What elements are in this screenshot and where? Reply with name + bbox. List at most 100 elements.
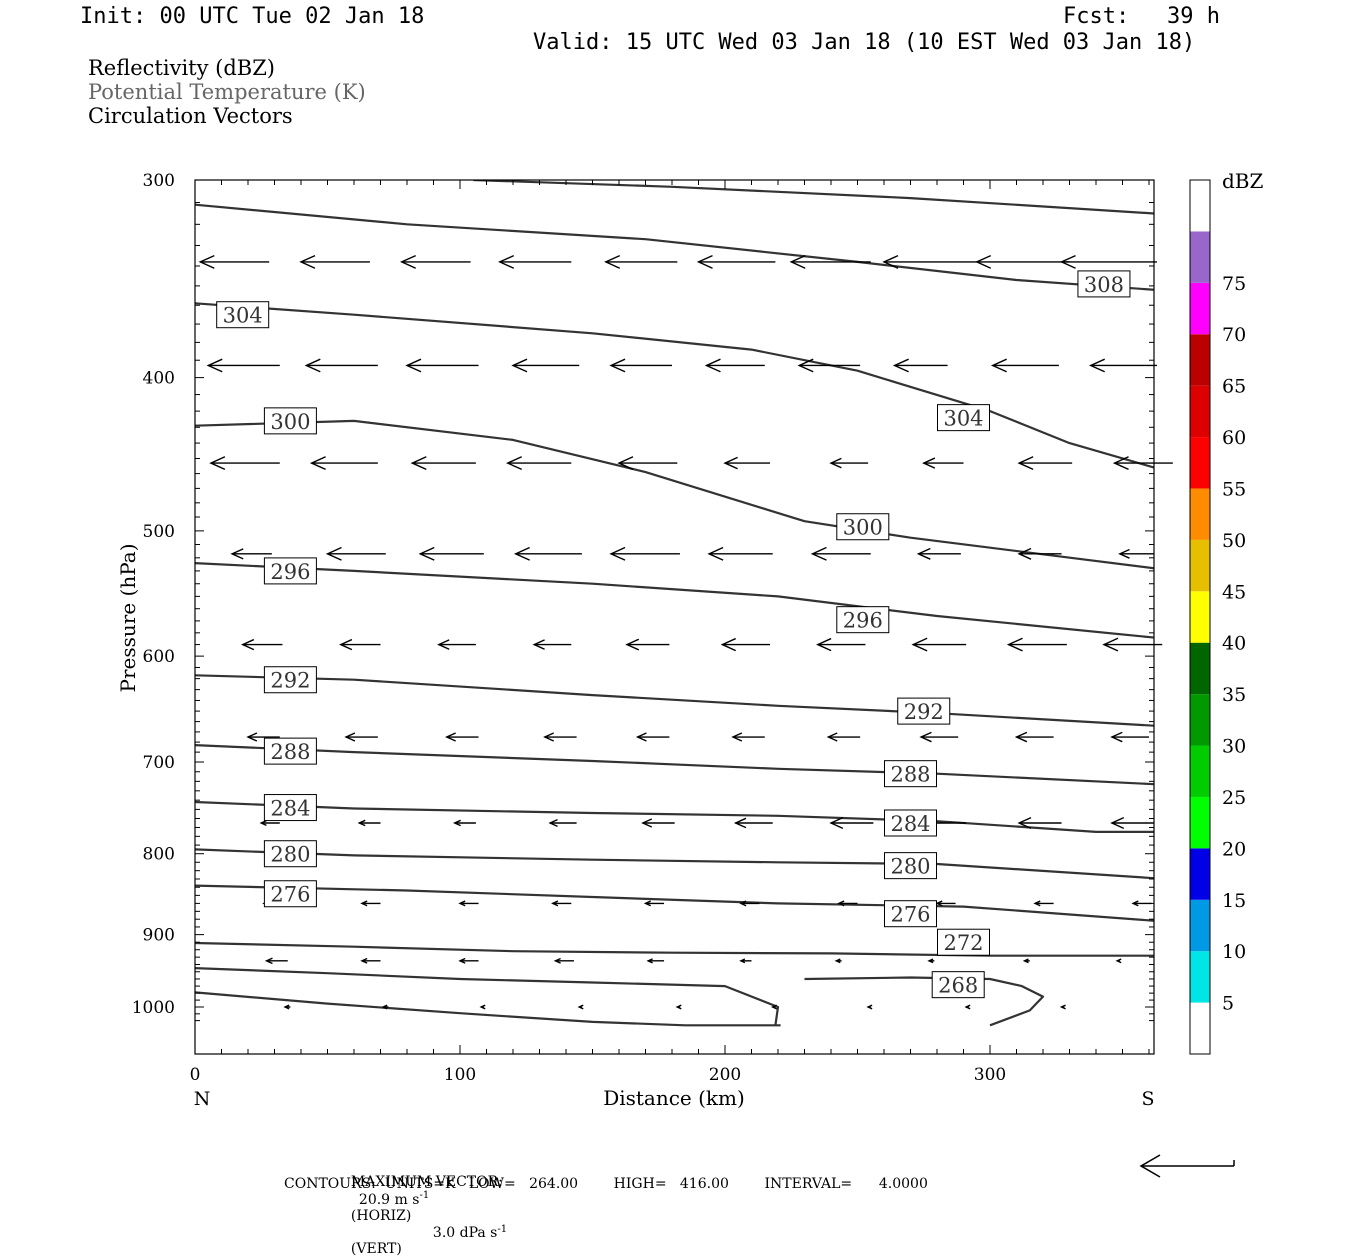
circulation-vector — [635, 732, 670, 742]
circulation-vector — [513, 546, 582, 561]
colorbar-level-label: 40 — [1222, 633, 1246, 655]
vector-head — [325, 546, 342, 561]
contour-label-text: 288 — [270, 740, 310, 764]
contour-label-text: 300 — [843, 516, 883, 540]
endpoint-left: N — [194, 1088, 211, 1110]
colorbar-swatch — [1190, 334, 1210, 386]
contour-label-292: 292 — [897, 697, 951, 725]
vectors-layer — [198, 254, 1173, 1010]
colorbar-swatch — [1190, 591, 1210, 643]
vector-head — [1006, 637, 1023, 652]
colorbar-swatch — [1190, 488, 1210, 540]
circulation-vector — [410, 456, 476, 471]
circulation-vector — [816, 637, 866, 652]
circulation-vector — [543, 732, 577, 742]
vector-head — [696, 254, 713, 269]
vector-head — [513, 546, 530, 561]
theta-contour-308 — [195, 203, 1154, 291]
colorbar-swatch — [1190, 848, 1210, 900]
circulation-vector — [498, 254, 572, 269]
vector-head — [837, 900, 845, 907]
theta-contour-300 — [195, 419, 1154, 570]
y-tick-label: 800 — [143, 845, 175, 865]
y-tick-label: 500 — [143, 522, 175, 542]
vert-exponent: -1 — [497, 1223, 508, 1235]
colorbar-level-label: 60 — [1222, 427, 1246, 449]
contour-label-text: 292 — [904, 700, 944, 724]
vector-head — [1022, 958, 1029, 964]
contour-label-box — [1077, 270, 1131, 298]
vector-head — [283, 1004, 290, 1010]
vector-head — [505, 456, 522, 471]
colorbar-swatch — [1190, 745, 1210, 797]
circulation-vector — [1059, 1004, 1066, 1010]
circulation-vector — [479, 1004, 486, 1010]
colorbar-level-label: 25 — [1222, 787, 1246, 809]
vector-head — [646, 958, 653, 964]
vector-head — [1017, 456, 1034, 471]
circulation-vector — [206, 358, 280, 373]
contour-label-300: 300 — [836, 513, 890, 541]
circulation-vector — [882, 254, 977, 269]
vector-head — [264, 957, 273, 965]
vector-head — [410, 456, 427, 471]
cross-section-chart: 268 272 276 276 280 280 284 284 288 288 292 292 296 2… — [116, 169, 1264, 1178]
circulation-vector — [641, 818, 675, 828]
vector-head — [1059, 1004, 1066, 1010]
contour-labels-layer: 268 272 276 276 280 280 284 284 288 288 292 292 296 2… — [216, 270, 1131, 999]
colorbar-level-label: 10 — [1222, 941, 1246, 963]
axes-layer: 0 100 200 300 300 400 500 600 700 800 900 1000 — [132, 171, 1154, 1085]
vector-head — [829, 457, 842, 469]
vector-head — [964, 1004, 971, 1010]
vector-head — [643, 900, 651, 907]
vector-head — [498, 254, 515, 269]
circulation-vector — [452, 819, 476, 827]
circulation-vector — [357, 819, 381, 827]
colorbar-swatch — [1190, 796, 1210, 849]
contour-label-text: 284 — [890, 812, 930, 836]
y-tick-label: 900 — [143, 926, 175, 946]
circulation-vector — [911, 637, 967, 652]
vector-head — [1110, 817, 1125, 829]
contour-label-292: 292 — [263, 666, 317, 694]
vector-head — [797, 358, 814, 373]
circulation-vector — [283, 1004, 291, 1010]
circulation-vector — [553, 957, 574, 964]
vector-head — [206, 358, 223, 373]
circulation-vector — [1017, 817, 1062, 829]
vector-head — [418, 546, 435, 561]
contour-label-box — [836, 606, 890, 634]
circulation-vector — [643, 900, 665, 907]
vector-head — [733, 817, 747, 829]
vector-head — [360, 957, 368, 964]
circulation-vector — [1115, 958, 1122, 964]
colorbar-swatch — [1190, 899, 1210, 952]
vector-head — [344, 732, 356, 742]
vector-head — [1033, 900, 1041, 907]
theta-contour-264 — [195, 991, 781, 1027]
theta-contour-280 — [195, 848, 1154, 880]
circulation-vector — [990, 358, 1059, 373]
vector-head — [826, 732, 838, 742]
vector-head — [304, 358, 321, 373]
contour-label-268: 268 — [931, 971, 985, 999]
vector-head — [604, 254, 621, 269]
circulation-vector — [696, 254, 776, 269]
circulation-vector — [609, 358, 672, 373]
vector-head — [675, 1004, 682, 1010]
circulation-vector — [829, 457, 869, 469]
x-tick-label: 0 — [190, 1065, 201, 1085]
contour-label-304: 304 — [216, 301, 270, 329]
circulation-vector — [360, 900, 381, 907]
theta-contour-272 — [195, 941, 1154, 957]
vector-head — [548, 819, 558, 827]
vector-head — [1017, 817, 1032, 829]
contour-label-box — [931, 971, 985, 999]
circulation-vector — [264, 957, 288, 965]
vector-head — [532, 639, 545, 650]
circulation-vector — [731, 732, 765, 742]
contour-label-box — [216, 301, 270, 329]
contour-label-box — [937, 404, 990, 432]
vector-head — [479, 1004, 486, 1010]
vector-head — [739, 958, 746, 964]
